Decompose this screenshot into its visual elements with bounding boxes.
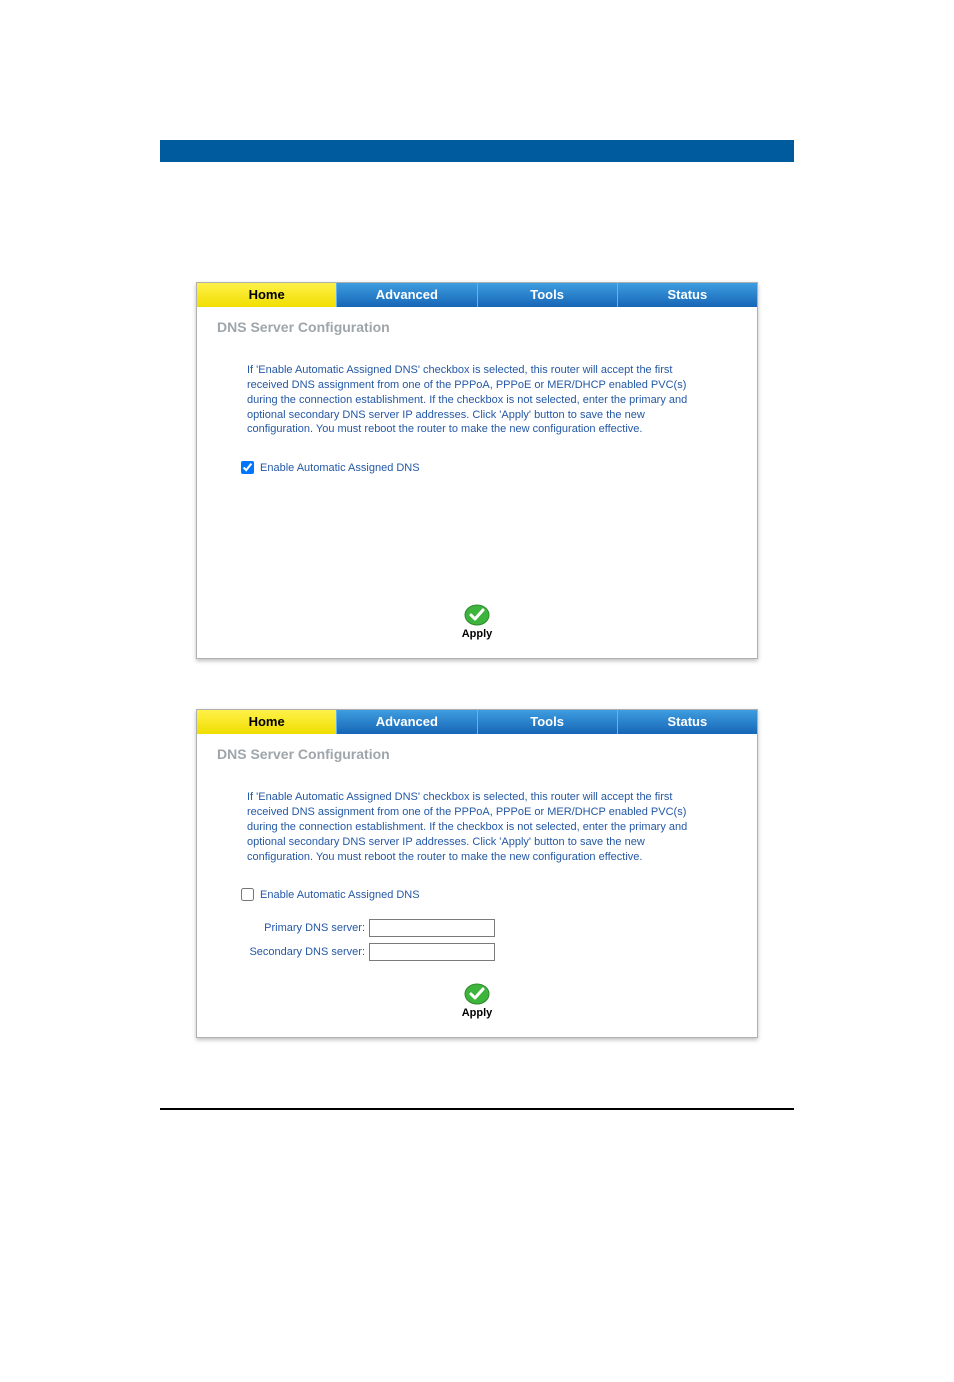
apply-wrap: Apply bbox=[217, 604, 737, 640]
tab-advanced[interactable]: Advanced bbox=[337, 283, 477, 307]
description-text: If 'Enable Automatic Assigned DNS' check… bbox=[247, 363, 707, 437]
tab-tools[interactable]: Tools bbox=[478, 710, 618, 734]
apply-button[interactable]: Apply bbox=[462, 604, 493, 640]
apply-wrap: Apply bbox=[217, 983, 737, 1019]
auto-dns-checkbox-row: Enable Automatic Assigned DNS bbox=[241, 461, 737, 474]
apply-check-icon bbox=[464, 604, 490, 626]
auto-dns-checkbox[interactable] bbox=[241, 888, 254, 901]
apply-button[interactable]: Apply bbox=[462, 983, 493, 1019]
tab-home[interactable]: Home bbox=[197, 283, 337, 307]
tab-tools[interactable]: Tools bbox=[478, 283, 618, 307]
tab-advanced[interactable]: Advanced bbox=[337, 710, 477, 734]
tab-home[interactable]: Home bbox=[197, 710, 337, 734]
section-title: DNS Server Configuration bbox=[217, 746, 737, 762]
dns-fields: Primary DNS server: Secondary DNS server… bbox=[235, 919, 737, 961]
apply-button-label: Apply bbox=[462, 1007, 493, 1019]
auto-dns-checkbox[interactable] bbox=[241, 461, 254, 474]
secondary-dns-row: Secondary DNS server: bbox=[235, 943, 737, 961]
primary-dns-row: Primary DNS server: bbox=[235, 919, 737, 937]
tab-status[interactable]: Status bbox=[618, 710, 757, 734]
dns-config-panel-checked: Home Advanced Tools Status DNS Server Co… bbox=[196, 282, 758, 659]
panel-content: DNS Server Configuration If 'Enable Auto… bbox=[197, 307, 757, 658]
auto-dns-checkbox-label: Enable Automatic Assigned DNS bbox=[260, 889, 420, 901]
tabs-bar: Home Advanced Tools Status bbox=[197, 283, 757, 307]
apply-check-icon bbox=[464, 983, 490, 1005]
auto-dns-checkbox-label: Enable Automatic Assigned DNS bbox=[260, 462, 420, 474]
tab-status[interactable]: Status bbox=[618, 283, 757, 307]
auto-dns-checkbox-row: Enable Automatic Assigned DNS bbox=[241, 888, 737, 901]
panel-content: DNS Server Configuration If 'Enable Auto… bbox=[197, 734, 757, 1037]
footer-rule bbox=[160, 1108, 794, 1110]
description-text: If 'Enable Automatic Assigned DNS' check… bbox=[247, 790, 707, 864]
dns-config-panel-unchecked: Home Advanced Tools Status DNS Server Co… bbox=[196, 709, 758, 1038]
spacer bbox=[217, 474, 737, 564]
spacer bbox=[0, 162, 954, 282]
secondary-dns-label: Secondary DNS server: bbox=[235, 946, 369, 958]
section-title: DNS Server Configuration bbox=[217, 319, 737, 335]
apply-button-label: Apply bbox=[462, 628, 493, 640]
primary-dns-input[interactable] bbox=[369, 919, 495, 937]
tabs-bar: Home Advanced Tools Status bbox=[197, 710, 757, 734]
secondary-dns-input[interactable] bbox=[369, 943, 495, 961]
primary-dns-label: Primary DNS server: bbox=[235, 922, 369, 934]
header-bar bbox=[160, 140, 794, 162]
